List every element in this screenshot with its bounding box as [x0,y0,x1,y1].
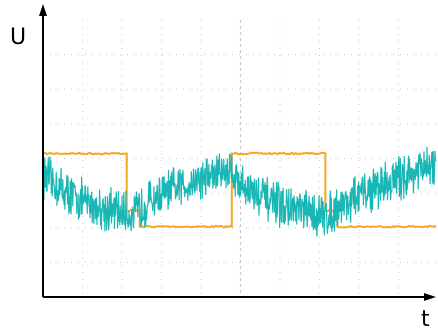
series-layer [42,146,437,237]
axes [39,4,436,301]
series-square-wave [42,151,437,229]
series-noisy-signal [42,146,437,237]
x-axis-label: t [421,307,430,331]
x-axis-arrow [424,293,436,301]
y-axis-label: U [10,25,26,50]
grid [43,20,438,297]
y-axis-arrow [39,4,47,16]
